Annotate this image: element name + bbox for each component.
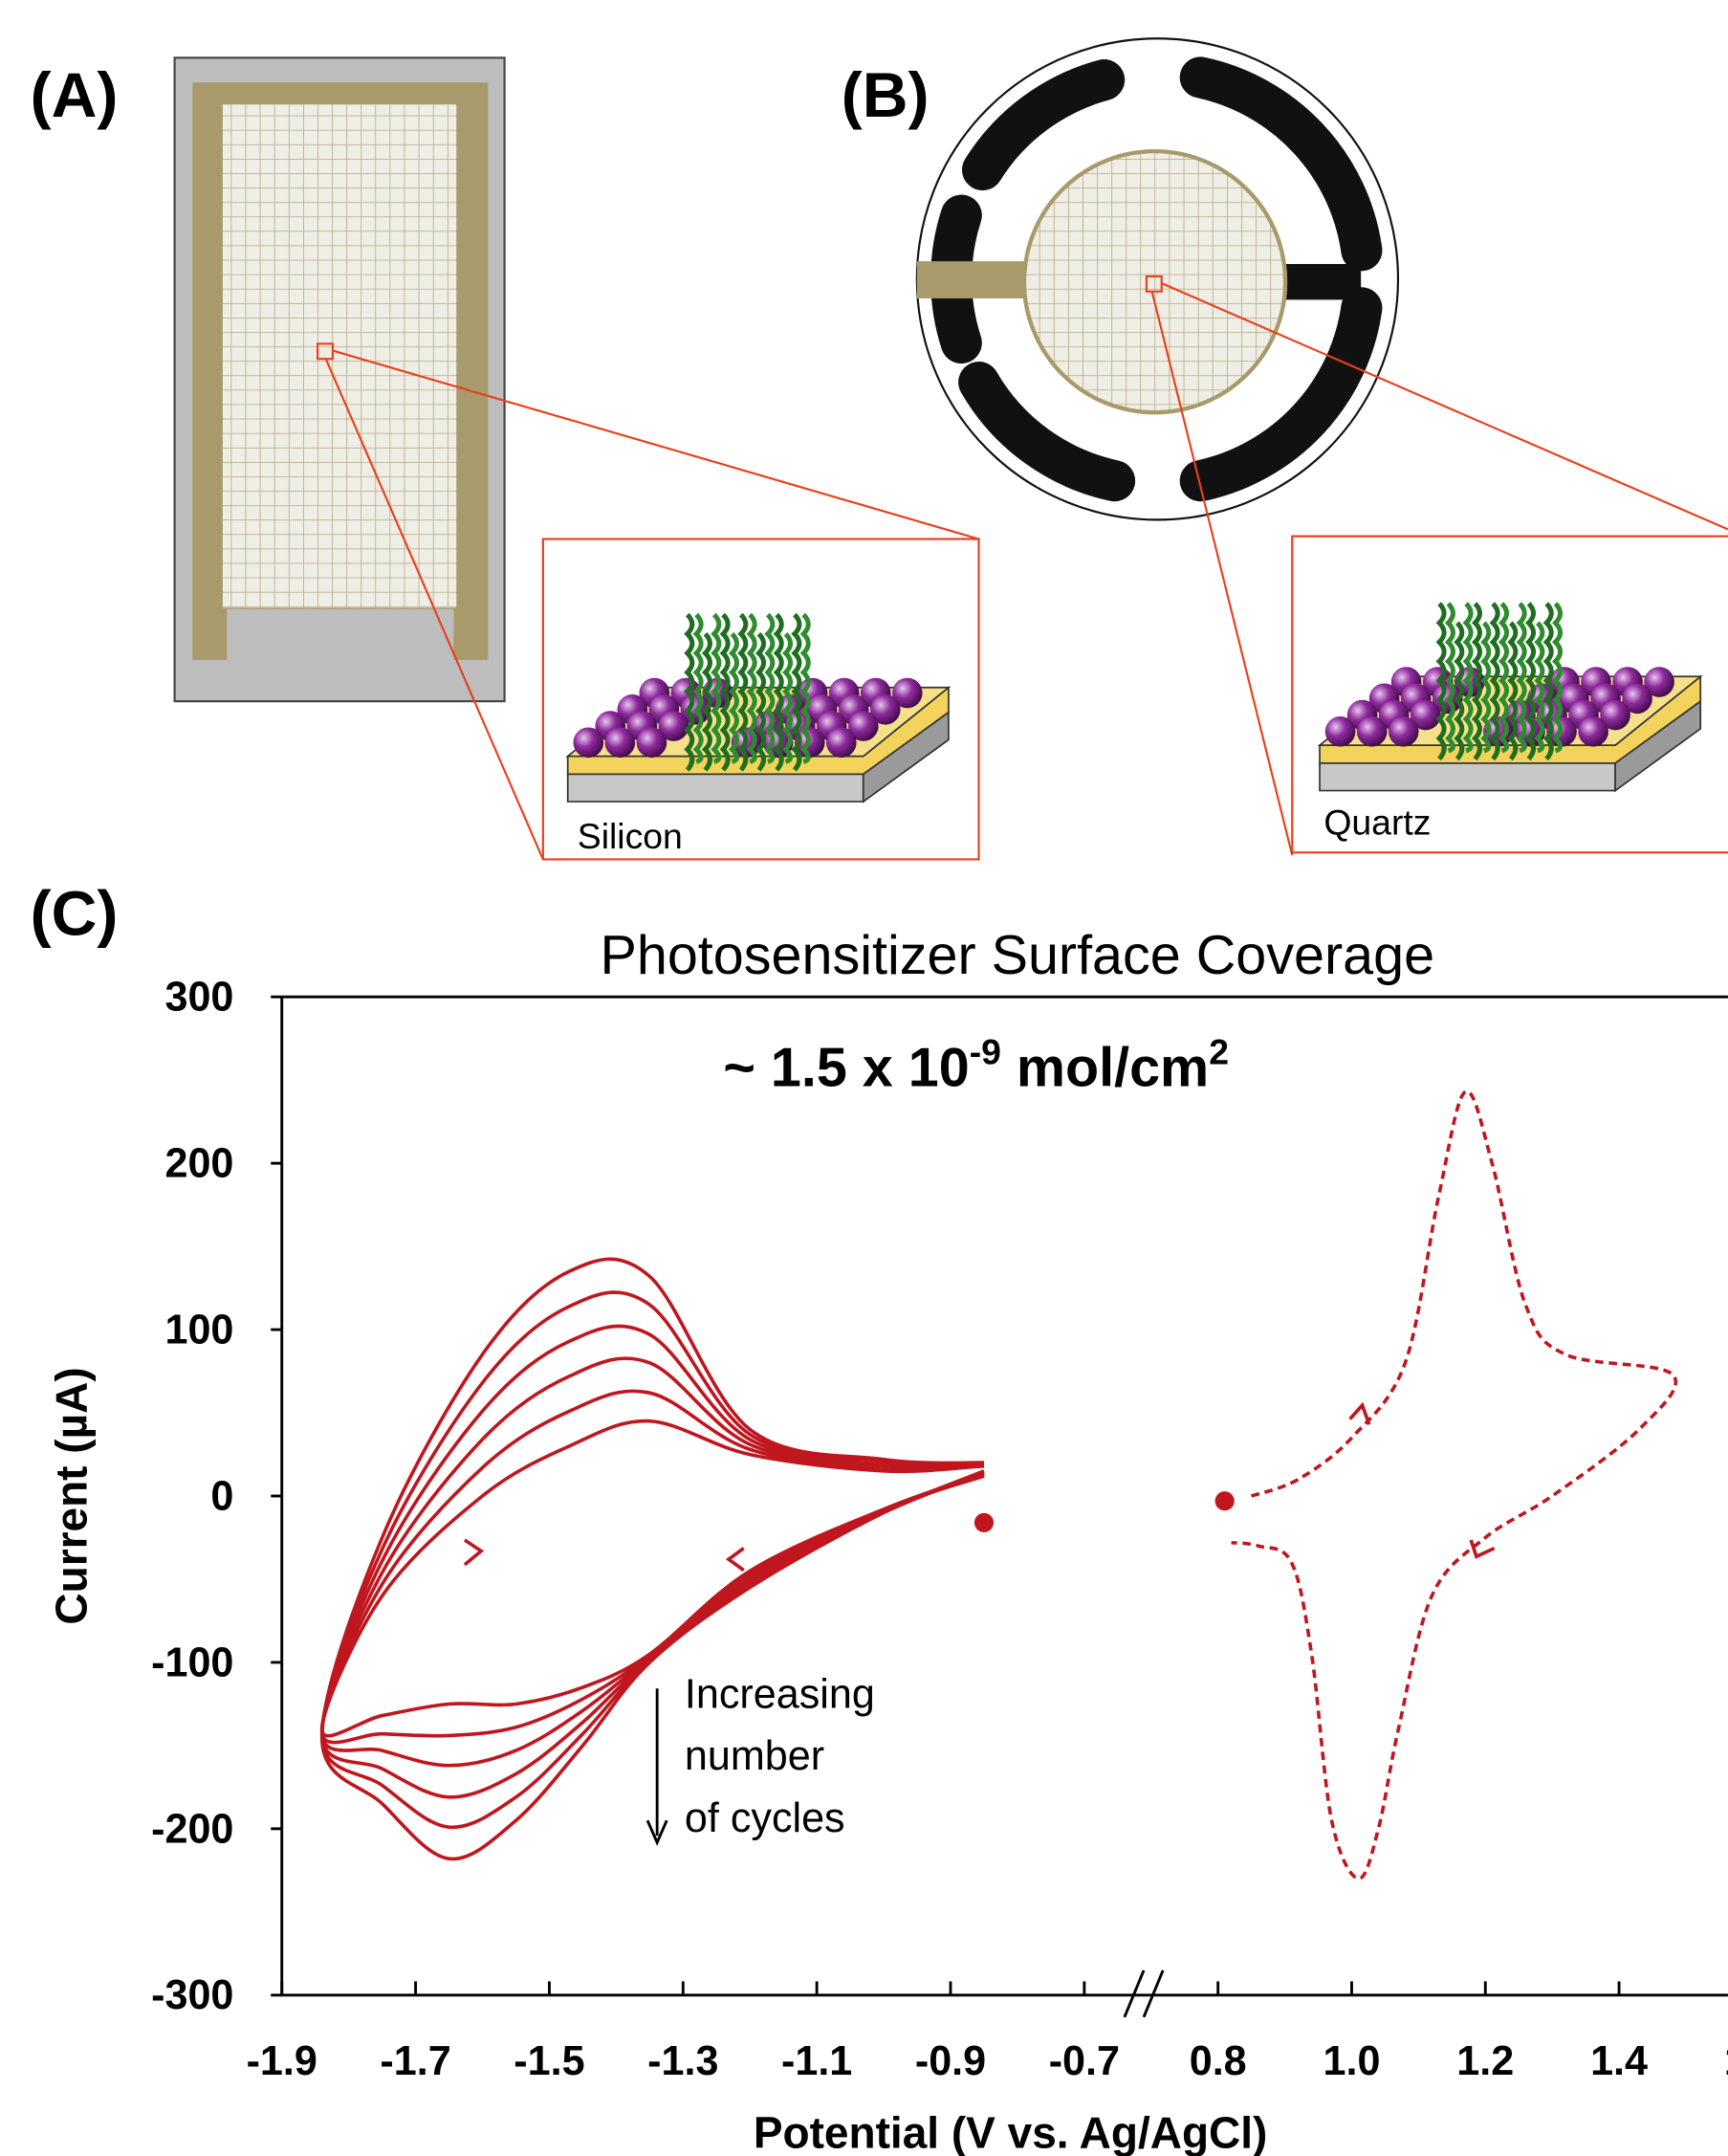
x-tick-label: 1.2 xyxy=(1456,2038,1514,2084)
coverage-exponent: -9 xyxy=(970,1032,1001,1072)
counter-electrode-bar xyxy=(1278,264,1362,300)
sphere xyxy=(604,727,636,759)
cv-curve xyxy=(319,1324,985,1799)
x-tick-label: -1.7 xyxy=(380,2038,450,2084)
x-tick-label: -0.7 xyxy=(1049,2038,1120,2084)
x-tick-label: -1.5 xyxy=(514,2038,584,2084)
start-marker xyxy=(973,1512,995,1532)
direction-arrows xyxy=(463,1401,1496,1573)
electrode-arc xyxy=(958,362,1136,502)
cv-curve xyxy=(319,1257,985,1861)
strand xyxy=(799,612,811,764)
electrode-lead xyxy=(916,261,1027,298)
coverage-unit: mol/cm xyxy=(1001,1038,1209,1099)
y-axis-title: Current (µA) xyxy=(47,1367,97,1624)
panel-label: (B) xyxy=(842,60,930,131)
y-tick-label: 200 xyxy=(164,1141,233,1187)
strand xyxy=(711,612,722,764)
x-tick-label: -0.9 xyxy=(915,2038,986,2084)
sphere xyxy=(573,727,604,759)
note: Increasing number of cycles xyxy=(685,1671,886,1840)
coverage-exponent: 2 xyxy=(1209,1032,1229,1072)
note-line: of cycles xyxy=(685,1795,845,1841)
strand xyxy=(764,612,776,764)
surface-illustration xyxy=(565,612,951,803)
sphere xyxy=(869,693,901,725)
strand xyxy=(684,612,695,772)
note-arrow xyxy=(645,1688,668,1846)
strand xyxy=(692,612,704,764)
coverage-text: ~ 1.5 x 10 xyxy=(723,1038,969,1099)
axis-break xyxy=(1123,1969,1165,2018)
strand xyxy=(701,631,712,772)
x-tick-label: 1.0 xyxy=(1323,2038,1381,2084)
electrode-arc xyxy=(1179,56,1383,272)
chart-title: Photosensitizer Surface Coverage xyxy=(601,925,1435,986)
y-tick-label: 100 xyxy=(164,1307,233,1353)
electrode-grid xyxy=(1021,148,1288,415)
electrode-arc xyxy=(1179,287,1383,502)
strand xyxy=(755,631,767,772)
y-tick-label: -300 xyxy=(151,1972,233,2018)
sphere xyxy=(636,727,667,759)
strand xyxy=(737,612,749,772)
plot-frame xyxy=(280,995,1728,1997)
x-tick-label: -1.9 xyxy=(247,2038,317,2084)
x-tick-label: -1.3 xyxy=(647,2038,718,2084)
y-tick-label: 300 xyxy=(164,975,233,1021)
panel-label: (A) xyxy=(31,60,119,131)
strand xyxy=(728,631,740,764)
sphere xyxy=(825,727,857,759)
sphere xyxy=(658,711,689,741)
note-line: number xyxy=(685,1733,824,1779)
coverage-label: ~ 1.5 x 10-9 mol/cm2 xyxy=(723,1032,1229,1099)
strand xyxy=(791,612,802,772)
zoom-line xyxy=(324,349,979,860)
strand xyxy=(746,612,757,764)
electrode-arc xyxy=(961,58,1126,191)
start-marker xyxy=(1214,1491,1235,1511)
zoom-line xyxy=(1150,282,1728,856)
x-tick-label: 1.6 xyxy=(1724,2038,1728,2084)
sphere xyxy=(847,711,879,741)
strand xyxy=(782,631,794,764)
x-axis-title: Potential (V vs. Ag/AgCl) xyxy=(754,2107,1268,2156)
x-tick-label: -1.1 xyxy=(781,2038,852,2084)
sphere xyxy=(891,677,923,709)
electrode-grid xyxy=(222,104,457,608)
substrate-label: Silicon xyxy=(578,816,683,856)
note-line: Increasing xyxy=(685,1671,875,1717)
x-tick-label: 0.8 xyxy=(1190,2038,1247,2084)
strand xyxy=(719,612,731,772)
y-tick-label: -100 xyxy=(151,1639,233,1685)
panel-label: (C) xyxy=(31,879,119,950)
x-tick-label: 1.4 xyxy=(1590,2038,1648,2084)
cv-curve xyxy=(319,1290,985,1829)
cv-curve xyxy=(1231,1089,1678,1881)
substrate-label: Quartz xyxy=(1323,803,1431,843)
y-tick-label: -200 xyxy=(151,1806,233,1852)
y-tick-label: 0 xyxy=(210,1473,233,1519)
strand xyxy=(773,612,784,772)
